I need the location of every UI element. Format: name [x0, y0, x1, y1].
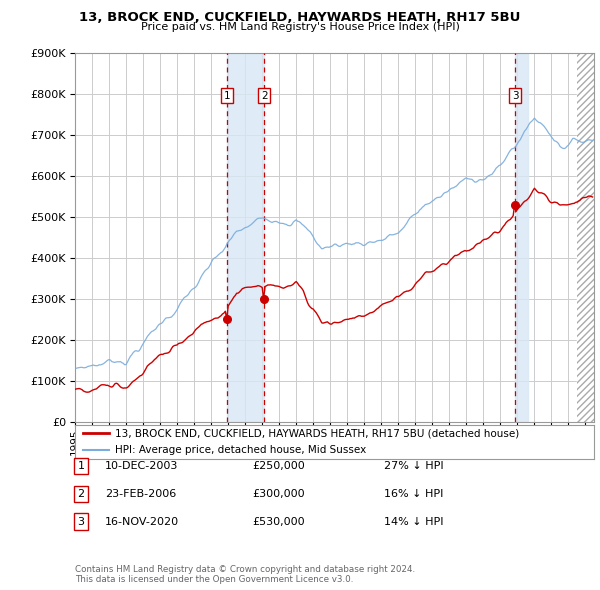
Text: Contains HM Land Registry data © Crown copyright and database right 2024.
This d: Contains HM Land Registry data © Crown c… — [75, 565, 415, 584]
Bar — [227, 53, 265, 422]
Text: 1: 1 — [77, 461, 85, 471]
Text: 2: 2 — [77, 489, 85, 499]
Text: 3: 3 — [77, 517, 85, 526]
Text: 13, BROCK END, CUCKFIELD, HAYWARDS HEATH, RH17 5BU (detached house): 13, BROCK END, CUCKFIELD, HAYWARDS HEATH… — [115, 428, 520, 438]
Text: 1: 1 — [223, 90, 230, 100]
Text: Price paid vs. HM Land Registry's House Price Index (HPI): Price paid vs. HM Land Registry's House … — [140, 22, 460, 32]
Polygon shape — [577, 53, 594, 422]
Bar — [515, 53, 528, 422]
Text: 16% ↓ HPI: 16% ↓ HPI — [384, 489, 443, 499]
Text: HPI: Average price, detached house, Mid Sussex: HPI: Average price, detached house, Mid … — [115, 445, 367, 455]
Text: 13, BROCK END, CUCKFIELD, HAYWARDS HEATH, RH17 5BU: 13, BROCK END, CUCKFIELD, HAYWARDS HEATH… — [79, 11, 521, 24]
Bar — [577, 53, 594, 422]
Text: 27% ↓ HPI: 27% ↓ HPI — [384, 461, 443, 471]
Text: 14% ↓ HPI: 14% ↓ HPI — [384, 517, 443, 526]
Text: 16-NOV-2020: 16-NOV-2020 — [105, 517, 179, 526]
Text: 2: 2 — [261, 90, 268, 100]
Text: £250,000: £250,000 — [252, 461, 305, 471]
Text: 3: 3 — [512, 90, 518, 100]
Text: £530,000: £530,000 — [252, 517, 305, 526]
Bar — [577, 53, 594, 422]
Text: 23-FEB-2006: 23-FEB-2006 — [105, 489, 176, 499]
Text: £300,000: £300,000 — [252, 489, 305, 499]
Text: 10-DEC-2003: 10-DEC-2003 — [105, 461, 178, 471]
